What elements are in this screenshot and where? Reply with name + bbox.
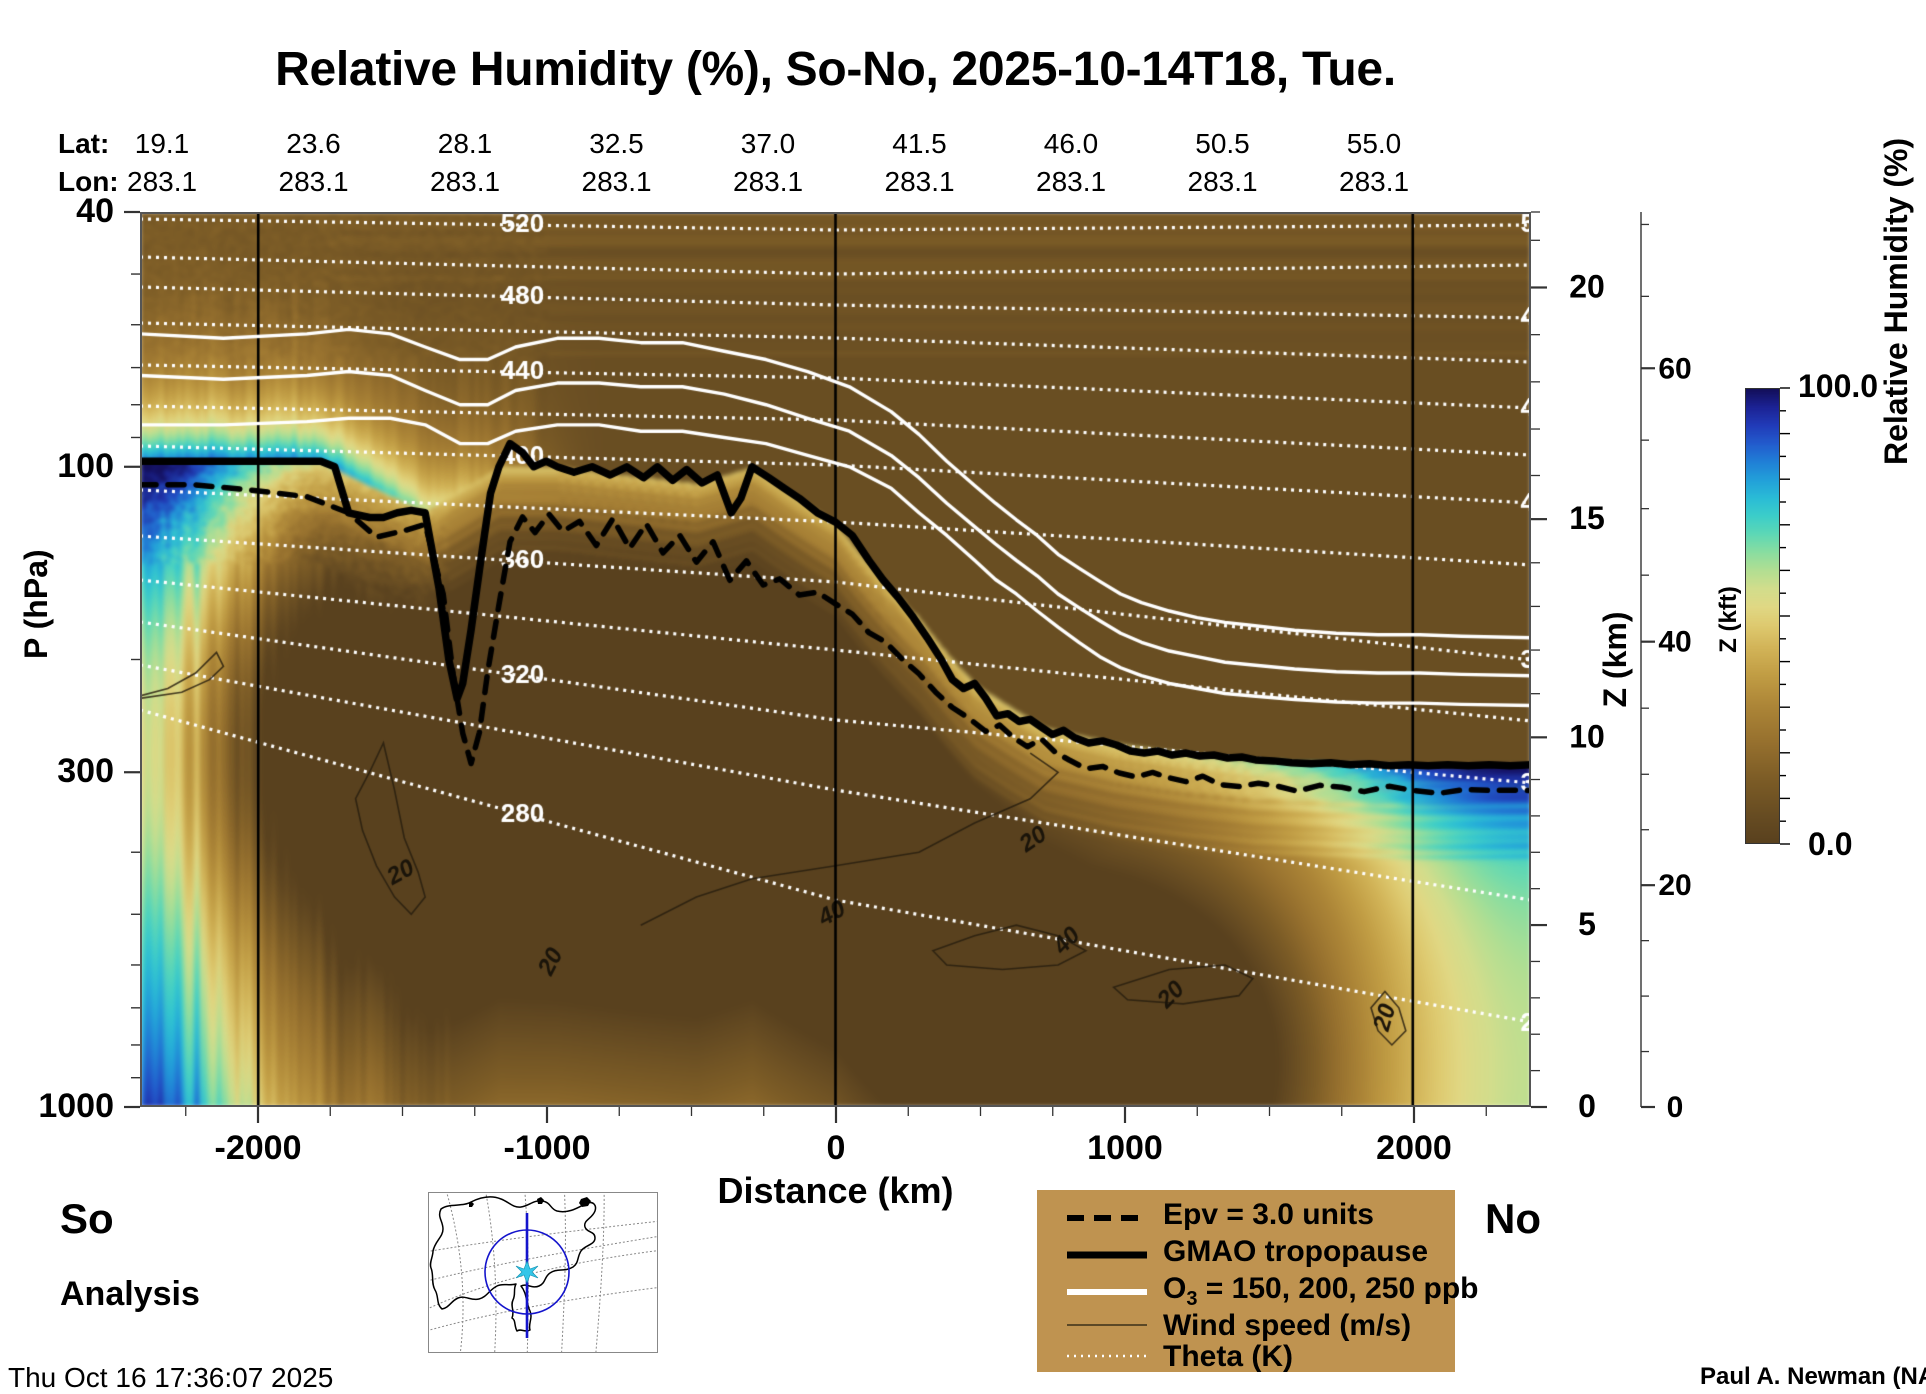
svg-text:1000: 1000 xyxy=(1087,1129,1163,1167)
svg-text:10: 10 xyxy=(1569,718,1605,754)
svg-text:-1000: -1000 xyxy=(504,1129,591,1167)
svg-text:15: 15 xyxy=(1569,500,1605,536)
svg-text:-2000: -2000 xyxy=(215,1129,302,1167)
svg-text:1000: 1000 xyxy=(38,1087,114,1125)
svg-text:Z (km): Z (km) xyxy=(1597,612,1633,708)
svg-text:60: 60 xyxy=(1658,352,1691,385)
svg-text:0: 0 xyxy=(827,1129,846,1167)
svg-text:100: 100 xyxy=(57,447,114,485)
svg-text:20: 20 xyxy=(1569,268,1605,304)
svg-text:300: 300 xyxy=(57,752,114,790)
svg-text:0: 0 xyxy=(1578,1088,1596,1124)
svg-text:2000: 2000 xyxy=(1376,1129,1452,1167)
svg-text:5: 5 xyxy=(1578,906,1596,942)
svg-text:20: 20 xyxy=(1658,869,1691,902)
svg-text:Z (kft): Z (kft) xyxy=(1715,586,1742,653)
svg-text:Distance (km): Distance (km) xyxy=(717,1170,953,1211)
svg-text:40: 40 xyxy=(1658,626,1691,659)
svg-text:0: 0 xyxy=(1667,1091,1684,1124)
